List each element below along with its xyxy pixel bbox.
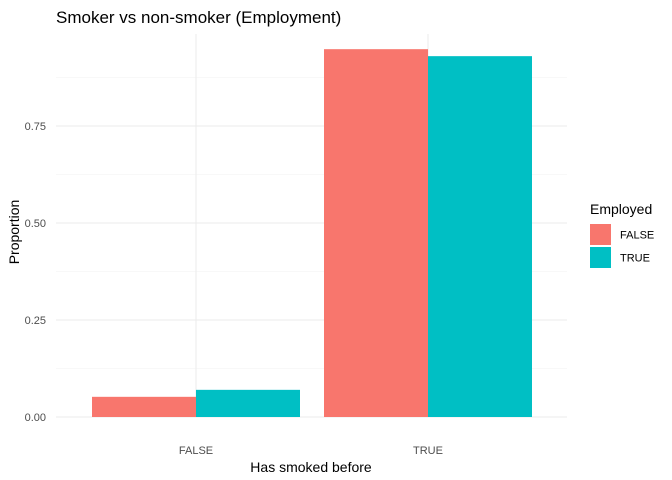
chart-title: Smoker vs non-smoker (Employment) xyxy=(56,8,341,27)
legend-title: Employed xyxy=(590,201,652,217)
y-axis-title: Proportion xyxy=(6,200,22,265)
x-tick-label: FALSE xyxy=(179,445,213,457)
legend: Employed FALSE TRUE xyxy=(590,201,654,268)
y-tick-label: 0.75 xyxy=(25,121,46,133)
x-axis-ticks: FALSE TRUE xyxy=(179,445,443,457)
legend-items: FALSE TRUE xyxy=(590,224,654,268)
bars xyxy=(92,49,532,418)
y-tick-label: 0.25 xyxy=(25,315,46,327)
bar-false-false xyxy=(92,396,196,417)
legend-key-true xyxy=(590,247,611,268)
y-axis-ticks: 0.00 0.25 0.50 0.75 xyxy=(25,121,46,424)
y-tick-label: 0.00 xyxy=(25,412,46,424)
y-tick-label: 0.50 xyxy=(25,218,46,230)
bar-true-false xyxy=(324,49,428,418)
legend-label-true: TRUE xyxy=(620,253,650,265)
legend-label-false: FALSE xyxy=(620,230,654,242)
bar-false-true xyxy=(196,389,300,417)
x-tick-label: TRUE xyxy=(413,445,443,457)
legend-key-false xyxy=(590,224,611,245)
bar-true-true xyxy=(428,56,532,417)
x-axis-title: Has smoked before xyxy=(250,459,372,475)
